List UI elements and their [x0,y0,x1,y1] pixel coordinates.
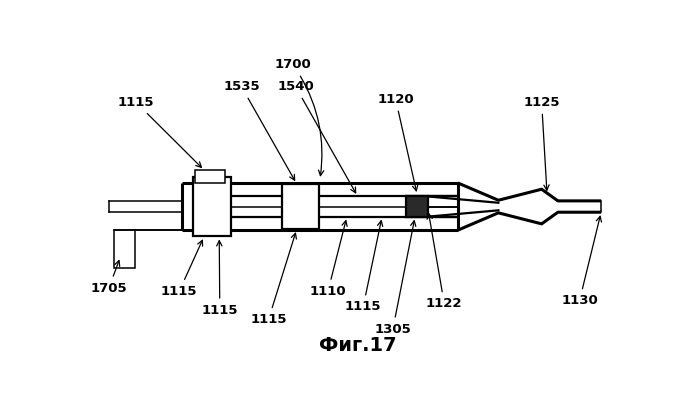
Text: 1700: 1700 [274,58,324,175]
Text: 1305: 1305 [375,221,416,335]
Text: 1125: 1125 [524,96,560,190]
Text: 1130: 1130 [561,216,602,307]
Bar [193,177,230,236]
Text: 1540: 1540 [277,80,356,193]
Text: 1535: 1535 [223,80,295,180]
Text: 1120: 1120 [378,92,417,191]
Text: 1115: 1115 [202,240,238,317]
Text: Фиг.17: Фиг.17 [319,335,396,355]
Text: 1115: 1115 [345,221,383,313]
Bar [195,170,225,183]
Text: 1110: 1110 [310,221,347,298]
Bar [282,184,319,229]
Text: 1115: 1115 [118,96,202,167]
Bar [406,196,428,217]
Text: 1115: 1115 [250,233,297,326]
Text: 1115: 1115 [161,240,202,298]
Text: 1705: 1705 [91,261,127,294]
Text: 1122: 1122 [426,213,463,310]
Bar [114,230,135,268]
